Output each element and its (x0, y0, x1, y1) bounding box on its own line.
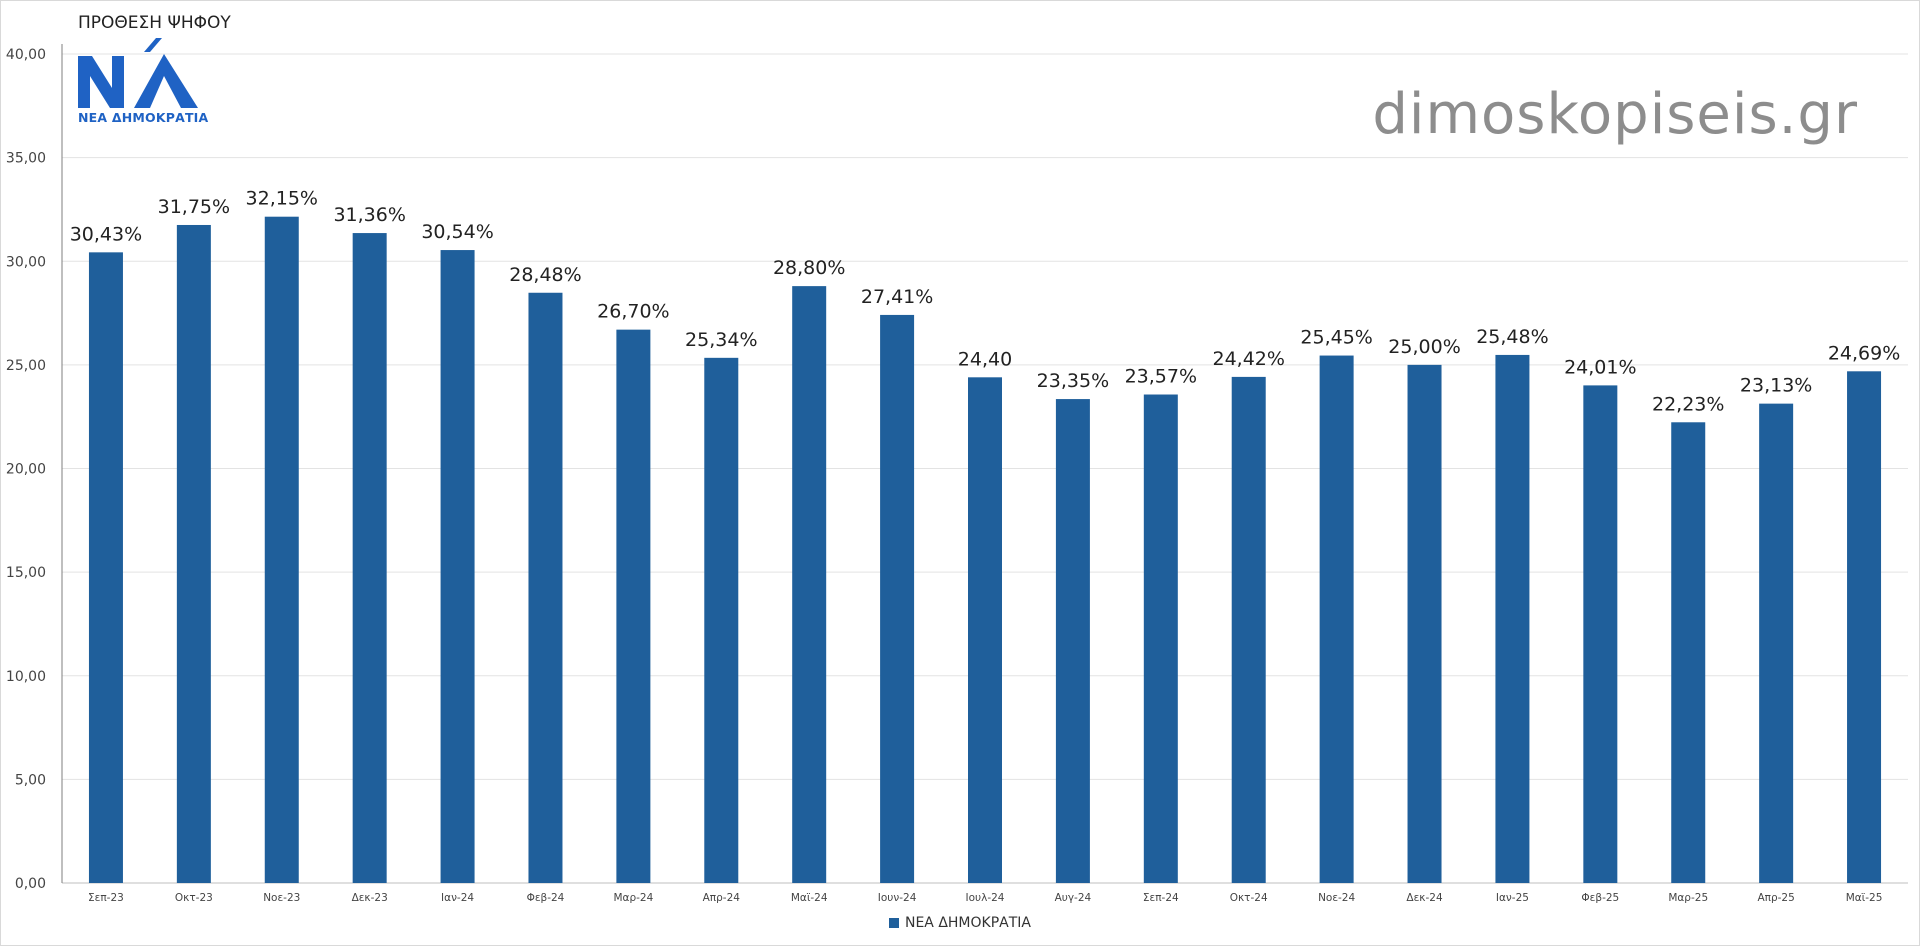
x-tick-label: Μαρ-24 (613, 892, 653, 904)
data-label: 32,15% (246, 188, 318, 210)
x-tick-label: Φεβ-24 (527, 892, 565, 904)
bar (352, 233, 387, 884)
y-tick-label: 30,00 (6, 254, 46, 270)
x-tick-label: Απρ-25 (1757, 892, 1794, 904)
data-label: 24,69% (1828, 342, 1900, 364)
x-tick-label: Μαρ-25 (1668, 892, 1708, 904)
bar (1231, 376, 1266, 883)
x-tick-label: Οκτ-24 (1230, 892, 1268, 904)
data-label: 22,23% (1652, 393, 1724, 415)
bar (880, 314, 915, 884)
y-tick-label: 15,00 (6, 565, 46, 581)
chart-title: ΠΡΟΘΕΣΗ ΨΗΦΟΥ (78, 13, 231, 33)
y-tick-label: 10,00 (6, 669, 46, 685)
data-label: 25,45% (1300, 327, 1372, 349)
data-label: 25,48% (1476, 326, 1548, 348)
nd-logo-icon (78, 38, 198, 108)
data-label: 30,54% (421, 221, 493, 243)
legend-label: ΝΕΑ ΔΗΜΟΚΡΑΤΙΑ (904, 915, 1031, 931)
data-label: 26,70% (597, 301, 669, 323)
x-tick-label: Μαϊ-25 (1846, 892, 1883, 904)
x-tick-label: Απρ-24 (703, 892, 741, 904)
bar (264, 216, 299, 883)
bar (1583, 385, 1618, 883)
x-tick-label: Ιαν-25 (1496, 892, 1529, 904)
bar (1759, 403, 1794, 883)
bar (440, 250, 475, 884)
data-label: 31,36% (333, 204, 405, 226)
bar (1847, 371, 1882, 883)
data-label: 24,40 (958, 348, 1012, 370)
x-tick-label: Σεπ-23 (88, 892, 124, 904)
y-tick-label: 25,00 (6, 358, 46, 374)
bar (88, 252, 123, 883)
bar (616, 329, 651, 884)
data-label: 25,34% (685, 329, 757, 351)
bar (1495, 354, 1530, 883)
logo-text: ΝΕΑ ΔΗΜΟΚΡΑΤΙΑ (78, 110, 209, 125)
bar (176, 224, 211, 883)
y-tick-label: 5,00 (15, 772, 46, 788)
x-tick-label: Νοε-24 (1318, 892, 1355, 904)
x-tick-label: Ιαν-24 (441, 892, 474, 904)
bar (1055, 399, 1090, 883)
data-label: 30,43% (70, 223, 142, 245)
x-tick-label: Δεκ-24 (1406, 892, 1443, 904)
y-tick-label: 20,00 (6, 462, 46, 478)
data-label: 23,57% (1125, 366, 1197, 388)
x-tick-label: Νοε-23 (263, 892, 300, 904)
bar (968, 377, 1002, 883)
y-tick-label: 40,00 (6, 47, 46, 63)
nd-logo: ΝΕΑ ΔΗΜΟΚΡΑΤΙΑ (78, 38, 208, 128)
y-tick-label: 35,00 (6, 151, 46, 167)
data-label: 27,41% (861, 286, 933, 308)
x-tick-label: Μαϊ-24 (791, 892, 828, 904)
bar (704, 357, 739, 883)
x-tick-label: Φεβ-25 (1581, 892, 1619, 904)
y-tick-label: 0,00 (15, 876, 46, 892)
data-label: 24,01% (1564, 356, 1636, 378)
data-label: 23,35% (1037, 370, 1109, 392)
bar (1671, 422, 1706, 883)
bar (528, 292, 563, 883)
legend: ΝΕΑ ΔΗΜΟΚΡΑΤΙΑ (0, 915, 1920, 931)
x-tick-label: Ιουν-24 (878, 892, 917, 904)
legend-swatch (888, 918, 899, 928)
watermark: dimoskopiseis.gr (1372, 82, 1858, 147)
bar (1407, 364, 1442, 883)
x-tick-label: Αυγ-24 (1055, 892, 1092, 904)
data-label: 31,75% (158, 196, 230, 218)
bar (1319, 355, 1354, 884)
data-label: 24,42% (1212, 348, 1284, 370)
data-label: 25,00% (1388, 336, 1460, 358)
x-tick-label: Σεπ-24 (1143, 892, 1179, 904)
x-tick-label: Ιουλ-24 (966, 892, 1005, 904)
x-tick-label: Οκτ-23 (175, 892, 213, 904)
bar (792, 286, 827, 883)
data-label: 23,13% (1740, 375, 1812, 397)
data-label: 28,48% (509, 264, 581, 286)
x-tick-label: Δεκ-23 (352, 892, 388, 904)
data-label: 28,80% (773, 257, 845, 279)
bar (1143, 394, 1178, 883)
